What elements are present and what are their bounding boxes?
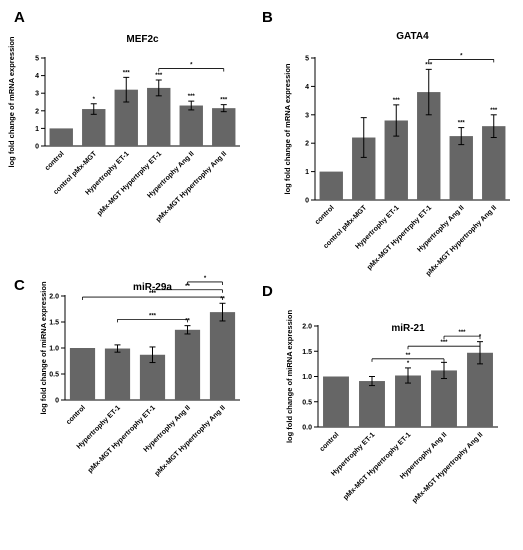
bar: [482, 126, 506, 200]
y-tick-label: 3: [305, 112, 309, 119]
bar: [104, 348, 131, 400]
bar: [467, 352, 493, 427]
bar: [319, 171, 343, 200]
category-label: pMx-MGT Hypertrophy Ang II: [154, 404, 227, 477]
comparison-label: ***: [440, 340, 448, 346]
bar: [82, 109, 106, 146]
panel-letter: C: [14, 277, 25, 294]
y-axis-label: log fold change of mRNA expression: [283, 63, 292, 194]
comparison-label: *: [204, 276, 207, 282]
bar: [431, 370, 457, 427]
significance-label: ***: [458, 121, 466, 127]
category-label: pMx-MGT Hypertrophy ET-1: [87, 404, 157, 474]
bar: [449, 136, 473, 200]
bar: [114, 89, 138, 146]
bar: [147, 87, 171, 146]
y-tick-label: 1.0: [49, 346, 59, 353]
y-tick-label: 2: [305, 141, 309, 148]
bar: [417, 92, 441, 200]
comparison-label: *: [460, 53, 463, 59]
bar: [49, 128, 73, 146]
y-axis-label: log fold change of miRNA expression: [39, 281, 48, 414]
bar: [209, 312, 236, 400]
y-tick-label: 0.5: [302, 399, 312, 406]
comparison-label: ***: [149, 291, 157, 297]
significance-label: ***: [188, 94, 196, 100]
y-tick-label: 4: [35, 73, 39, 80]
bar: [384, 120, 408, 200]
significance-label: ***: [123, 70, 131, 76]
y-tick-label: 1.5: [49, 320, 59, 327]
comparison-label: **: [406, 353, 411, 359]
y-tick-label: 5: [305, 56, 309, 63]
y-tick-label: 0: [55, 398, 59, 405]
y-tick-label: 0: [35, 144, 39, 151]
chart-panel-b: B GATA4 log fold change of mRNA expression…: [262, 9, 510, 278]
category-label: pMx-MGT Hypertrphy ET-1: [96, 150, 163, 217]
y-tick-label: 4: [305, 84, 309, 91]
chart-title: MEF2c: [126, 34, 159, 45]
significance-label: ***: [220, 98, 228, 104]
category-label: pMx-MGT Hypertrophy ET-1: [342, 431, 412, 501]
chart-title: miR-29a: [133, 282, 172, 293]
y-tick-label: 2.0: [49, 294, 59, 301]
category-label: pMx-MGT Hypertrophy Ang II: [425, 204, 498, 277]
bar: [359, 381, 385, 427]
bar: [323, 376, 349, 427]
category-label: control: [65, 404, 87, 426]
bar: [179, 105, 203, 146]
significance-label: ***: [425, 62, 433, 68]
comparison-label: ***: [149, 313, 157, 319]
y-tick-label: 3: [35, 91, 39, 98]
significance-label: *: [93, 97, 96, 103]
panel-letter: B: [262, 9, 273, 26]
chart-panel-a: A MEF2c log fold change of mRNA expression…: [7, 9, 240, 224]
significance-label: ***: [155, 73, 163, 79]
y-tick-label: 1: [35, 126, 39, 133]
y-tick-label: 0.5: [49, 372, 59, 379]
category-label: pMx-MGT Hypertrphy ET-1: [366, 204, 433, 271]
comparison-label: *: [190, 63, 193, 69]
chart-title: miR-21: [391, 323, 425, 334]
y-tick-label: 1: [305, 169, 309, 176]
significance-label: ***: [490, 108, 498, 114]
bar: [395, 375, 421, 427]
bar: [352, 137, 376, 200]
panel-letter: D: [262, 283, 273, 300]
y-axis-label: log fold change of mRNA expression: [7, 36, 16, 167]
category-label: control: [44, 150, 66, 172]
y-tick-label: 2: [35, 108, 39, 115]
category-label: pMx-MGT Hypertrophy Ang II: [155, 150, 228, 223]
y-tick-label: 1.0: [302, 374, 312, 381]
bar: [212, 108, 236, 146]
comparison-label: ***: [458, 330, 466, 336]
significance-label: *: [407, 361, 410, 367]
y-tick-label: 1.5: [302, 349, 312, 356]
chart-title: GATA4: [396, 31, 429, 42]
category-label: pMx-MGT Hypertrophy Ang II: [411, 431, 484, 504]
significance-label: ***: [393, 98, 401, 104]
y-tick-label: 5: [35, 56, 39, 63]
category-label: control: [319, 431, 341, 453]
category-label: control: [314, 204, 336, 226]
bar: [69, 348, 96, 400]
panel-letter: A: [14, 9, 25, 26]
y-tick-label: 2.0: [302, 324, 312, 331]
comparison-label: **: [185, 284, 190, 290]
y-axis-label: log fold change of miRNA expression: [285, 310, 294, 443]
bar: [174, 329, 201, 400]
y-tick-label: 0.0: [302, 425, 312, 432]
y-tick-label: 0: [305, 198, 309, 205]
